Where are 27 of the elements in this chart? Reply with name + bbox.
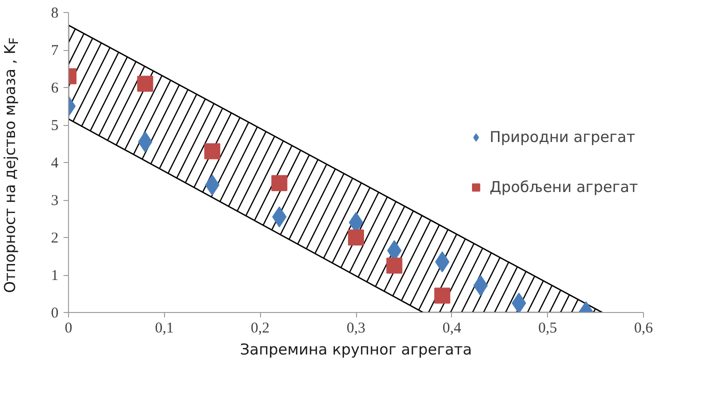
x-tick-label: 0,5 xyxy=(538,320,558,336)
point xyxy=(137,76,154,92)
point xyxy=(512,292,526,312)
point xyxy=(386,258,402,274)
x-tick-label: 0,3 xyxy=(346,320,366,336)
legend-label: Природни агрегат xyxy=(490,128,636,146)
y-tick-label: 5 xyxy=(51,118,58,134)
y-tick-label: 4 xyxy=(51,156,59,172)
legend-label: Дробљени агрегат xyxy=(490,178,638,196)
y-tick-label: 3 xyxy=(51,193,58,209)
y-tick-label: 8 xyxy=(51,6,58,22)
point xyxy=(348,230,364,246)
x-axis-title: Запремина крупног агрегата xyxy=(240,340,472,358)
y-tick-label: 7 xyxy=(51,43,59,59)
point xyxy=(473,275,488,296)
y-tick-label: 1 xyxy=(51,268,58,284)
point xyxy=(271,175,288,192)
y-tick-label: 6 xyxy=(51,80,59,96)
x-tick-label: 0,6 xyxy=(634,320,654,336)
point xyxy=(204,143,220,160)
x-tick-label: 0,2 xyxy=(250,320,270,336)
x-tick-label: 0 xyxy=(64,320,72,336)
y-tick-label: 0 xyxy=(51,306,58,322)
x-tick-label: 0,4 xyxy=(442,320,462,336)
x-tick-label: 0,1 xyxy=(154,320,174,336)
y-tick-label: 2 xyxy=(51,230,58,246)
point xyxy=(434,288,450,304)
